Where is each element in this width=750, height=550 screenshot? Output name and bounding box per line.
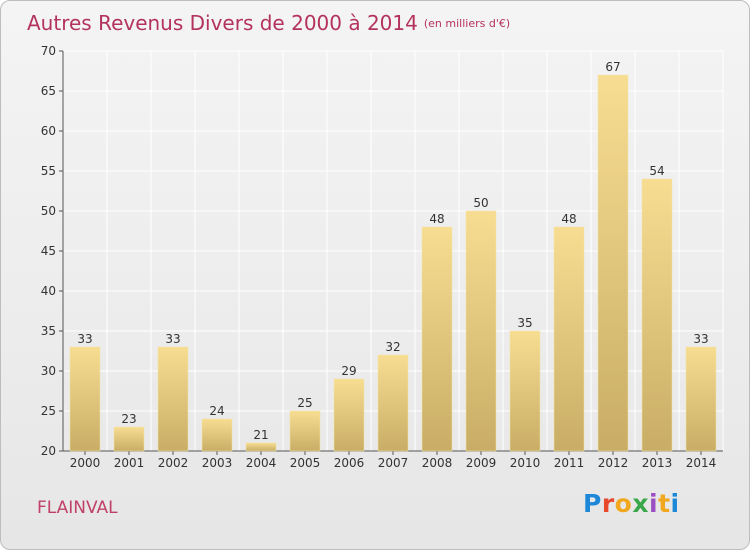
bar — [597, 74, 629, 452]
data-label: 67 — [605, 60, 620, 74]
bar — [289, 410, 321, 452]
y-tick-label: 60 — [41, 124, 56, 138]
y-tick-label: 70 — [41, 44, 56, 58]
bar — [157, 346, 189, 452]
data-label: 35 — [517, 316, 532, 330]
bar — [553, 226, 585, 452]
x-tick-label: 2011 — [554, 456, 585, 470]
chart-title: Autres Revenus Divers de 2000 à 2014 (en … — [27, 11, 510, 35]
x-tick-label: 2007 — [378, 456, 409, 470]
logo-letter: r — [601, 489, 615, 518]
data-label: 48 — [561, 212, 576, 226]
y-tick-label: 55 — [41, 164, 56, 178]
x-tick-label: 2004 — [246, 456, 277, 470]
data-label: 25 — [297, 396, 312, 410]
data-labels: 33 23 33 24 21 25 29 32 48 50 35 48 67 54 33 — [77, 60, 708, 442]
data-label: 54 — [649, 164, 664, 178]
data-label: 21 — [253, 428, 268, 442]
data-label: 23 — [121, 412, 136, 426]
y-tick-label: 40 — [41, 284, 56, 298]
logo-letter: o — [614, 489, 633, 518]
x-tick-label: 2010 — [510, 456, 541, 470]
axes: 20 25 30 35 40 45 50 55 60 65 70 2000 2001 2002 2003 20… — [41, 44, 723, 470]
x-tick-label: 2005 — [290, 456, 321, 470]
bar — [509, 330, 541, 452]
data-label: 32 — [385, 340, 400, 354]
bar — [685, 346, 717, 452]
x-tick-label: 2009 — [466, 456, 497, 470]
chart-subtitle: (en milliers d'€) — [423, 17, 511, 30]
y-tick-label: 35 — [41, 324, 56, 338]
x-tick-label: 2000 — [70, 456, 101, 470]
x-tick-label: 2014 — [686, 456, 717, 470]
logo-letter: i — [649, 489, 659, 518]
x-tick-label: 2001 — [114, 456, 145, 470]
x-tick-label: 2006 — [334, 456, 365, 470]
bar — [465, 210, 497, 452]
bar — [421, 226, 453, 452]
y-tick-label: 50 — [41, 204, 56, 218]
data-label: 24 — [209, 404, 224, 418]
bars — [69, 74, 717, 452]
data-label: 33 — [165, 332, 180, 346]
y-tick-label: 30 — [41, 364, 56, 378]
x-tick-label: 2013 — [642, 456, 673, 470]
x-tick-label: 2012 — [598, 456, 629, 470]
chart-title-text: Autres Revenus Divers de 2000 à 2014 — [27, 11, 418, 35]
bar — [641, 178, 673, 452]
logo-letter: t — [658, 489, 671, 518]
y-tick-label: 20 — [41, 444, 56, 458]
logo-letter: i — [670, 489, 680, 518]
data-label: 33 — [693, 332, 708, 346]
bar — [201, 418, 233, 452]
bar — [113, 426, 145, 452]
y-tick-label: 65 — [41, 84, 56, 98]
x-tick-label: 2002 — [158, 456, 189, 470]
data-label: 29 — [341, 364, 356, 378]
data-label: 33 — [77, 332, 92, 346]
bar — [69, 346, 101, 452]
logo-letter: P — [583, 489, 602, 518]
data-label: 50 — [473, 196, 488, 210]
y-tick-label: 45 — [41, 244, 56, 258]
bar — [333, 378, 365, 452]
bar — [245, 442, 277, 452]
data-label: 48 — [429, 212, 444, 226]
proxiti-logo[interactable]: Proxiti — [583, 489, 680, 518]
commune-name: FLAINVAL — [37, 498, 118, 518]
logo-letter: x — [632, 489, 649, 518]
bar — [377, 354, 409, 452]
x-tick-label: 2003 — [202, 456, 233, 470]
x-tick-label: 2008 — [422, 456, 453, 470]
y-tick-label: 25 — [41, 404, 56, 418]
